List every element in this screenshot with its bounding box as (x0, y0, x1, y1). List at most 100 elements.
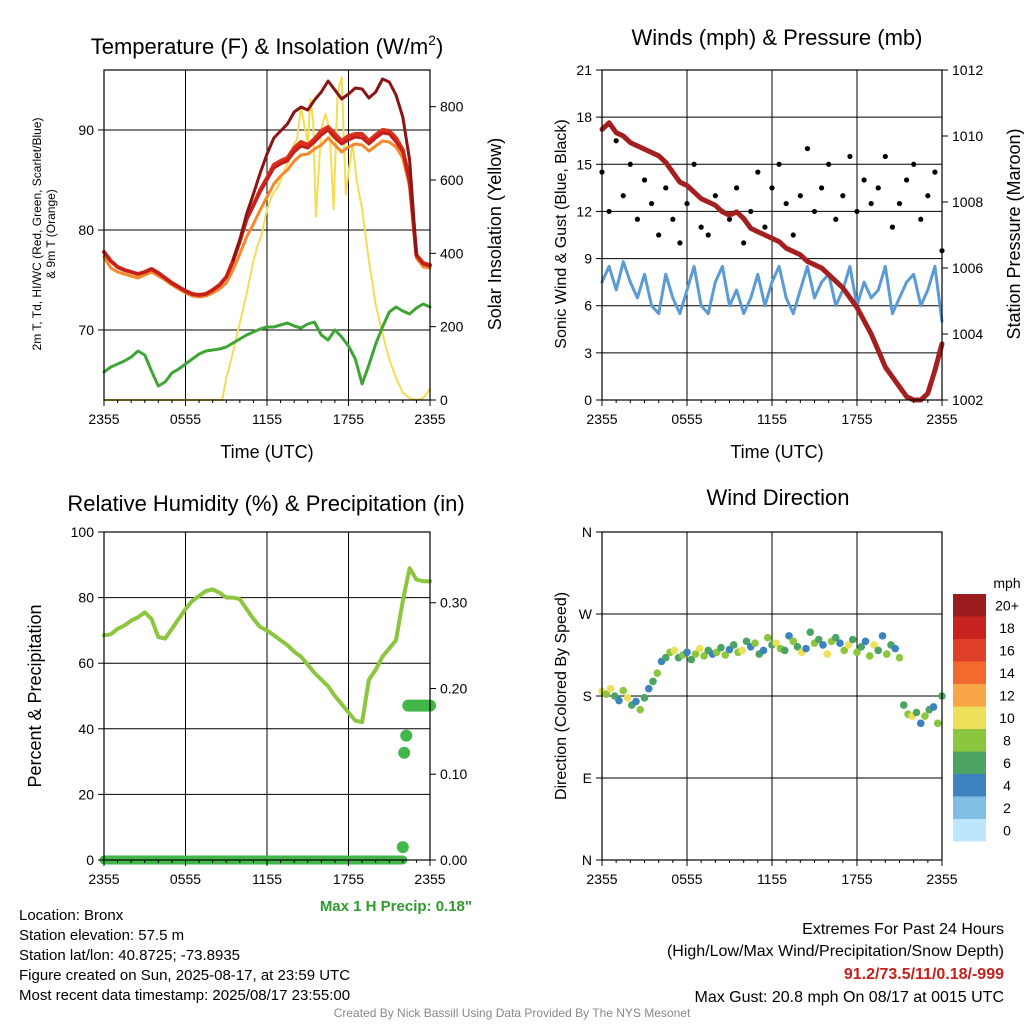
winds-gust-point (889, 224, 896, 230)
temperature-x-tick-label: 0555 (170, 411, 201, 427)
wind-direction-point (606, 684, 615, 693)
wind-direction-point (615, 696, 623, 705)
humidity-x-tick-label: 1155 (252, 871, 282, 887)
winds-gust-point (691, 161, 697, 167)
wind-direction-point (670, 646, 679, 655)
winds-gust-point (712, 193, 718, 199)
legend-label: 2 (1003, 800, 1011, 816)
winds-y2-tick-label: 1012 (952, 62, 983, 78)
winds-x-tick-label: 2355 (926, 411, 957, 427)
winds-gust-point (868, 200, 874, 207)
wind-direction-point (644, 684, 653, 693)
temperature-series-t9 (102, 136, 432, 299)
legend-swatch (953, 774, 986, 797)
info-elevation: Station elevation: 57.5 m (19, 927, 185, 944)
wind-direction-point (789, 637, 798, 646)
winds-gust-point (670, 216, 676, 222)
winds-gust-point (932, 169, 938, 175)
winds-y-tick-label: 3 (584, 345, 592, 361)
winds-gust-point (925, 193, 931, 199)
wind-direction-point (874, 646, 883, 655)
info-latlon: Station lat/lon: 40.8725; -73.8935 (19, 947, 241, 964)
wind-direction-point (823, 650, 832, 658)
temperature-y-tick-label: 90 (78, 122, 94, 138)
temperature-y2-tick-label: 0 (440, 392, 448, 408)
temperature-x-label: Time (UTC) (220, 442, 313, 462)
wind-direction-point (763, 633, 772, 642)
winds-gust-point (861, 177, 867, 183)
winds-gust-point (918, 216, 924, 222)
winds-gust-point (613, 138, 619, 144)
winds-gust-point (818, 185, 825, 191)
temperature-x-tick-label: 2355 (88, 411, 119, 427)
legend-label: 12 (999, 687, 1015, 703)
info-recent: Most recent data timestamp: 2025/08/17 2… (19, 987, 351, 1004)
wind-direction-panel: Wind Direction 2355 0555 1155 1755 2355 N W S E N… (553, 485, 1021, 887)
humidity-y-tick-label: 40 (78, 721, 94, 737)
wind-direction-point (865, 652, 874, 660)
winds-y2-tick-label: 1010 (952, 128, 983, 144)
winds-gust-point (911, 161, 917, 167)
legend-label: 4 (1003, 777, 1011, 793)
winds-y2-tick-label: 1006 (952, 260, 983, 276)
wind-direction-point (840, 646, 849, 655)
winds-gust-point (896, 200, 903, 207)
wind-direction-point (891, 644, 900, 653)
info-location: Location: Bronx (19, 907, 124, 924)
extremes-subtitle: (High/Low/Max Wind/Precipitation/Snow De… (667, 943, 1004, 960)
wind-direction-point (899, 701, 908, 709)
precip-point (398, 746, 411, 759)
winds-gust-point (705, 232, 711, 238)
humidity-y2-tick-label: 0.20 (440, 680, 467, 696)
winds-panel: Winds (mph) & Pressure (mb) 2355 0555 1155… (553, 25, 1024, 462)
winds-gust-point (748, 208, 754, 215)
legend-swatch (953, 639, 986, 662)
precip-point (396, 841, 409, 854)
wind-direction-x-tick-label: 2355 (586, 871, 617, 887)
wind-direction-point (836, 639, 844, 647)
precip-point (400, 729, 413, 742)
wind-direction-point (929, 703, 938, 711)
legend-swatch (953, 729, 986, 752)
wind-direction-point (912, 708, 921, 717)
wind-direction-point (632, 697, 640, 706)
wind-direction-y-label: Direction (Colored By Speed) (553, 592, 570, 800)
station-info: Location: Bronx Station elevation: 57.5 … (19, 906, 350, 1006)
temperature-y2-tick-label: 800 (440, 99, 464, 115)
winds-gust-point (903, 177, 910, 183)
wind-direction-point (882, 650, 891, 658)
winds-gust-point (847, 153, 853, 160)
temperature-y2-tick-label: 200 (440, 319, 464, 335)
wind-direction-x-tick-label: 1155 (757, 871, 787, 887)
wind-direction-point (819, 641, 827, 649)
wind-direction-point (870, 641, 878, 649)
legend-swatch (953, 661, 986, 684)
wind-direction-point (700, 652, 708, 660)
wind-direction-panel-title: Wind Direction (706, 485, 849, 510)
winds-x-tick-label: 2355 (586, 411, 617, 427)
winds-y2-tick-label: 1008 (952, 194, 983, 210)
winds-gust-point (804, 145, 811, 152)
wind-direction-point (785, 632, 793, 640)
winds-gust-point (882, 153, 888, 160)
wind-direction-point (640, 694, 649, 702)
wind-direction-point (806, 628, 815, 637)
legend-label: 8 (1003, 732, 1011, 748)
legend-swatch (953, 796, 986, 819)
humidity-frame (103, 531, 431, 861)
wind-direction-point (649, 677, 657, 686)
winds-gust-point (677, 240, 683, 246)
wind-direction-point (895, 653, 904, 662)
wind-direction-point (780, 646, 789, 655)
winds-series-pressure (599, 120, 945, 403)
extremes-values: 91.2/73.5/11/0.18/-999 (844, 966, 1004, 983)
humidity-y-tick-label: 100 (71, 524, 95, 540)
temperature-series-t (102, 128, 432, 297)
legend-label: 16 (999, 642, 1015, 658)
wind-direction-point (853, 648, 861, 657)
temperature-y2-tick-label: 400 (440, 245, 464, 261)
humidity-y-tick-label: 0 (86, 852, 94, 868)
temperature-y-tick-label: 70 (78, 322, 94, 338)
wind-direction-y-tick-label: E (583, 770, 592, 786)
